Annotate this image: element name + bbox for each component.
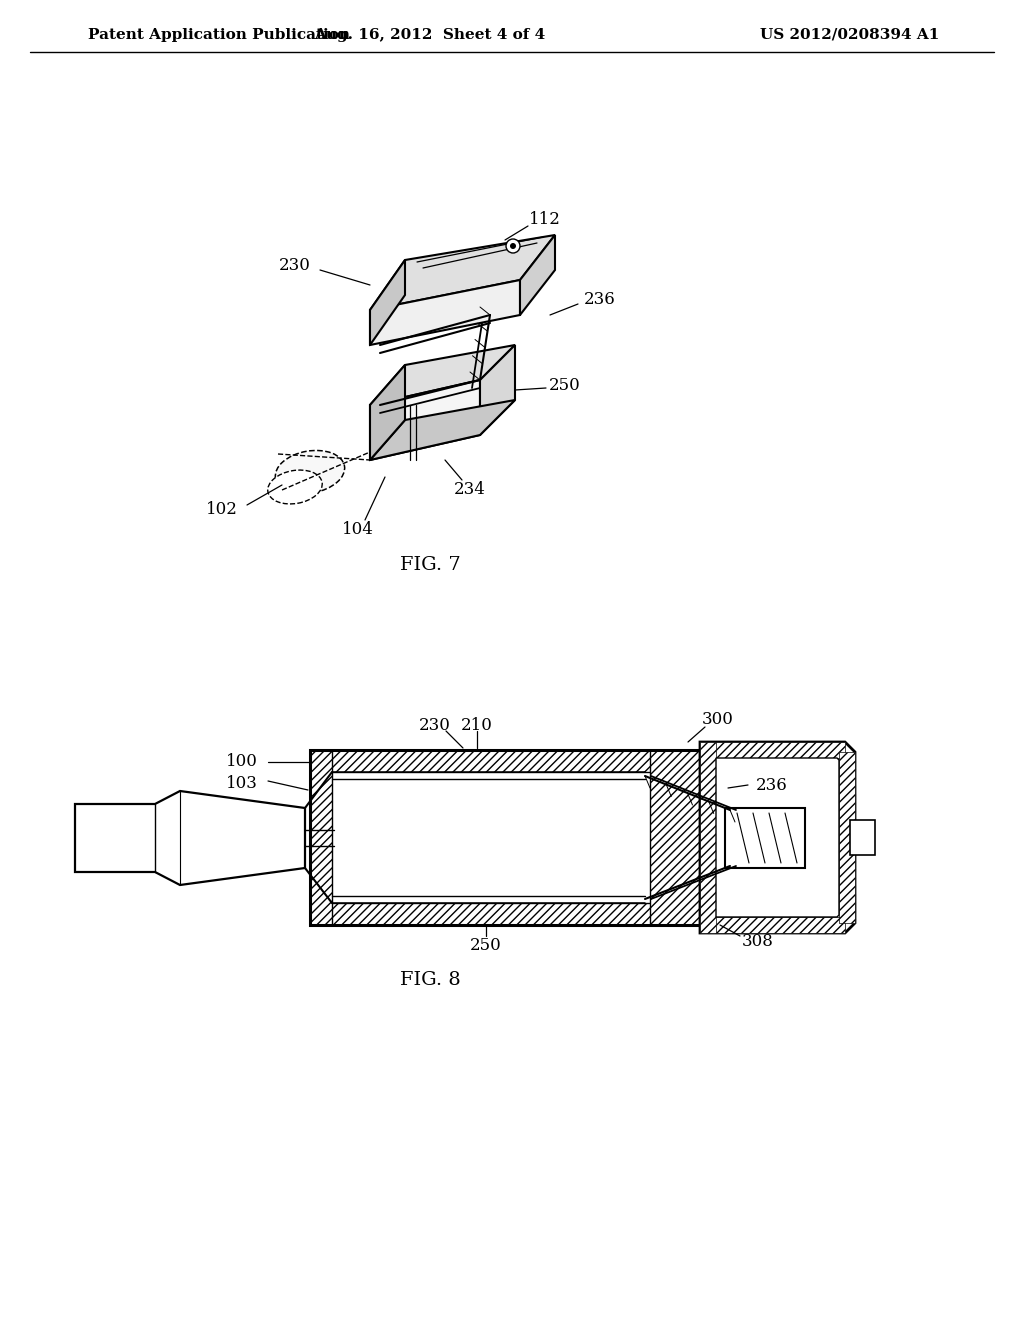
Polygon shape	[650, 750, 700, 925]
Polygon shape	[370, 400, 515, 459]
Ellipse shape	[267, 470, 323, 504]
Polygon shape	[370, 380, 480, 459]
Polygon shape	[700, 742, 855, 933]
Polygon shape	[370, 345, 515, 405]
Text: 102: 102	[206, 502, 238, 519]
Polygon shape	[725, 808, 805, 869]
Polygon shape	[370, 235, 555, 310]
Text: 300: 300	[702, 711, 734, 729]
Polygon shape	[75, 791, 305, 884]
Text: FIG. 8: FIG. 8	[399, 972, 461, 989]
Text: 234: 234	[454, 482, 486, 499]
Polygon shape	[700, 917, 845, 933]
Polygon shape	[839, 752, 855, 923]
Polygon shape	[310, 750, 700, 772]
Polygon shape	[370, 366, 406, 459]
Text: 250: 250	[549, 376, 581, 393]
Text: 236: 236	[756, 776, 787, 793]
Circle shape	[506, 239, 520, 253]
Text: 236: 236	[584, 292, 615, 309]
Text: 100: 100	[226, 754, 258, 771]
Text: 230: 230	[419, 717, 451, 734]
Text: 112: 112	[529, 211, 561, 228]
Polygon shape	[850, 820, 874, 855]
Polygon shape	[716, 758, 839, 917]
Text: Aug. 16, 2012  Sheet 4 of 4: Aug. 16, 2012 Sheet 4 of 4	[314, 28, 546, 42]
Polygon shape	[700, 742, 845, 758]
Polygon shape	[370, 280, 520, 345]
Polygon shape	[310, 750, 332, 925]
Text: 104: 104	[342, 521, 374, 539]
Ellipse shape	[275, 450, 345, 494]
Text: US 2012/0208394 A1: US 2012/0208394 A1	[760, 28, 939, 42]
Text: 210: 210	[461, 717, 493, 734]
Polygon shape	[310, 903, 700, 925]
Polygon shape	[370, 260, 406, 345]
Text: Patent Application Publication: Patent Application Publication	[88, 28, 350, 42]
Polygon shape	[480, 345, 515, 436]
Polygon shape	[520, 235, 555, 315]
Text: FIG. 7: FIG. 7	[399, 556, 461, 574]
Text: 230: 230	[280, 256, 311, 273]
Text: 103: 103	[226, 775, 258, 792]
Polygon shape	[700, 742, 716, 933]
Text: 308: 308	[742, 933, 774, 950]
Circle shape	[510, 243, 516, 249]
Text: 250: 250	[470, 936, 502, 953]
